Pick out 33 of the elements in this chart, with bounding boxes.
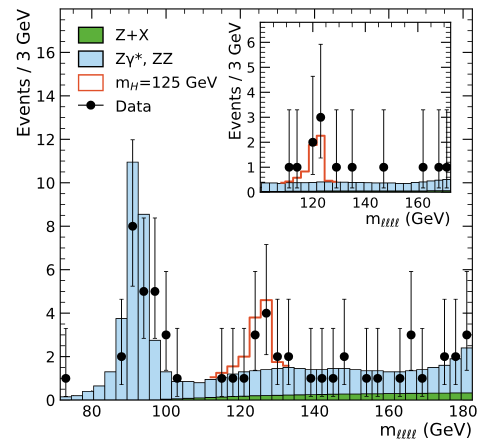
- y-tick-label: 3: [248, 112, 254, 123]
- x-tick-label: 160: [406, 197, 430, 208]
- y-tick-label: 10: [38, 177, 54, 189]
- y-tick-label: 16: [38, 46, 54, 58]
- x-axis-title: m$_{ℓℓℓℓ}$ (GeV): [366, 212, 450, 227]
- y-tick-label: 0: [46, 394, 54, 406]
- y-tick-label: 4: [247, 87, 255, 98]
- y-tick-label: 8: [46, 220, 54, 232]
- legend-label: Zγ*, ZZ: [116, 52, 172, 68]
- y-tick-label: 6: [248, 37, 255, 48]
- y-tick-label: 2: [46, 351, 54, 362]
- x-tick-label: 140: [354, 197, 378, 208]
- y-tick-label: 1: [248, 162, 254, 173]
- legend-label: Z+X: [116, 29, 149, 40]
- y-axis-title: Events / 3 GeV: [16, 9, 32, 136]
- x-tick-label: 140: [302, 405, 328, 417]
- legend-label: Data: [116, 100, 150, 112]
- y-tick-label: 0: [248, 187, 254, 198]
- legend-label: m$_{H}$=125 GeV: [116, 76, 218, 90]
- y-tick-label: 12: [38, 134, 54, 146]
- x-tick-label: 80: [83, 405, 101, 417]
- y-tick-label: 2: [248, 137, 254, 148]
- x-tick-label: 160: [376, 405, 402, 417]
- x-tick-label: 120: [227, 405, 254, 417]
- x-tick-label: 180: [450, 405, 477, 417]
- y-tick-label: 6: [46, 264, 54, 276]
- y-axis-title: Events / 3 GeV: [228, 22, 242, 139]
- y-tick-label: 4: [46, 308, 55, 319]
- x-tick-label: 100: [153, 405, 180, 417]
- x-tick-label: 120: [301, 197, 326, 208]
- y-tick-label: 14: [38, 90, 55, 102]
- y-tick-label: 5: [248, 62, 254, 73]
- x-axis-title: m$_{ℓℓℓℓ}$ (GeV): [381, 422, 471, 439]
